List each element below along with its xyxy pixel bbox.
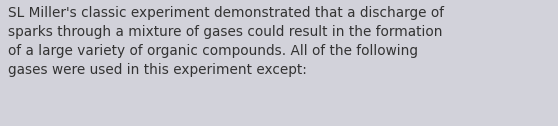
Text: SL Miller's classic experiment demonstrated that a discharge of
sparks through a: SL Miller's classic experiment demonstra… (8, 6, 444, 77)
